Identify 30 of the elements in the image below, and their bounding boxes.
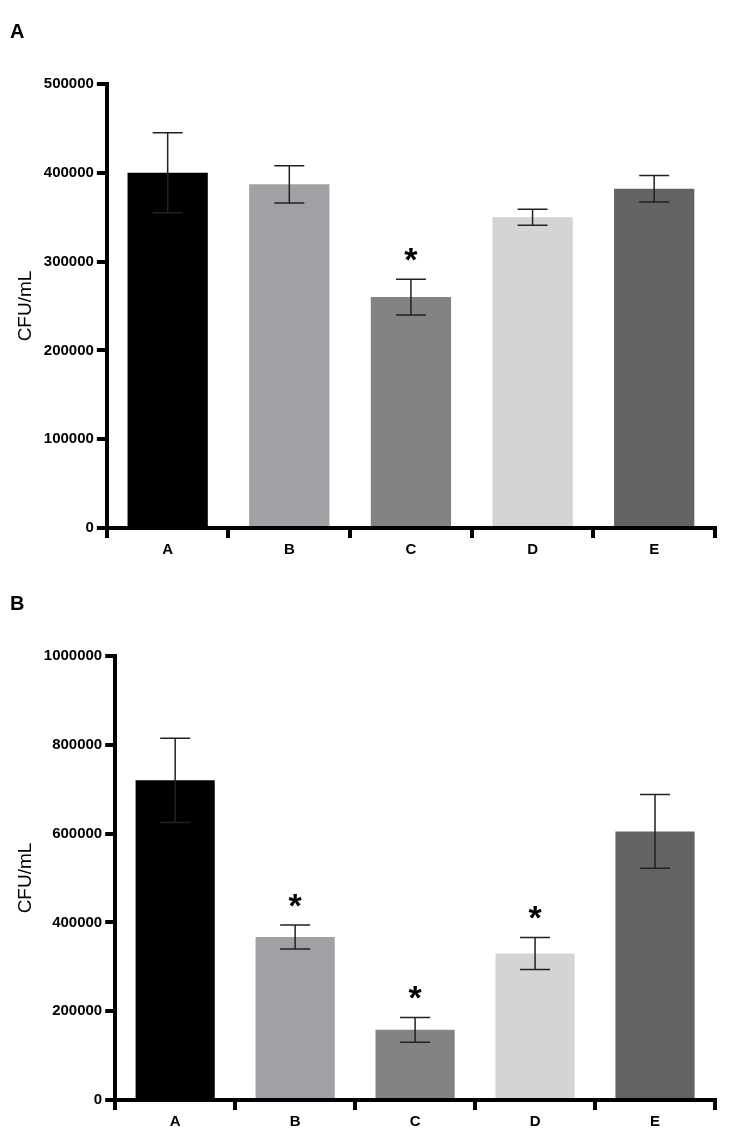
y-tick-label: 800000 <box>52 734 103 752</box>
y-tick-label: 200000 <box>43 340 94 358</box>
x-tick-label: C <box>405 540 417 558</box>
y-tick-label: 300000 <box>43 251 94 269</box>
x-tick-label: B <box>283 540 295 558</box>
y-tick-label: 600000 <box>52 823 103 841</box>
y-tick-label: 200000 <box>52 1001 103 1019</box>
y-axis-title: CFU/mL <box>13 842 35 914</box>
x-tick-label: E <box>649 540 660 558</box>
y-tick-label: 0 <box>85 518 94 536</box>
chart-title: B <box>10 591 25 614</box>
x-tick-label: D <box>529 1112 541 1130</box>
x-tick-label: A <box>169 1112 181 1130</box>
y-tick-label: 0 <box>93 1090 103 1108</box>
y-tick-label: 1000000 <box>43 646 103 664</box>
y-tick-label: 400000 <box>43 162 94 180</box>
y-tick-label: 500000 <box>43 74 94 92</box>
x-tick-label: D <box>527 540 539 558</box>
annotation: * <box>288 886 303 925</box>
y-tick-label: 100000 <box>43 429 94 447</box>
x-tick-label: E <box>650 1112 661 1130</box>
y-axis-title: CFU/mL <box>13 270 35 342</box>
x-tick-label: B <box>289 1112 301 1130</box>
y-tick-label: 400000 <box>52 912 103 930</box>
x-tick-label: A <box>162 540 174 558</box>
annotation: * <box>404 240 419 279</box>
annotation: * <box>408 978 423 1017</box>
annotation: * <box>528 898 543 937</box>
chart-title: A <box>10 19 25 42</box>
x-tick-label: C <box>409 1112 421 1130</box>
